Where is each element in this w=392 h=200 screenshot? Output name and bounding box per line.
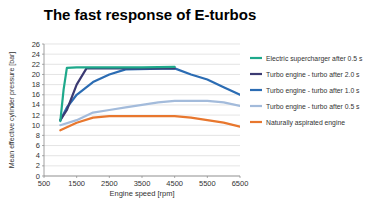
x-tick-label: 3500 — [134, 179, 151, 188]
grid-line — [44, 54, 240, 55]
legend-label: Turbo engine - turbo after 0.5 s — [266, 103, 360, 111]
y-tick-label: 20 — [32, 70, 40, 79]
legend-label: Naturally aspirated engine — [266, 119, 345, 127]
y-tick-label: 4 — [36, 151, 40, 160]
x-tick-label: 5500 — [199, 179, 216, 188]
y-tick-label: 8 — [36, 131, 40, 140]
grid-line — [44, 135, 240, 136]
legend-swatch — [250, 105, 262, 107]
legend-swatch — [250, 57, 262, 59]
title: The fast response of E-turbos — [44, 6, 257, 23]
x-axis-label: Engine speed [rpm] — [109, 189, 174, 198]
grid-line — [44, 176, 240, 177]
plot-area — [60, 67, 240, 130]
grid-line — [44, 155, 240, 156]
y-tick-label: 6 — [36, 141, 40, 150]
series-line — [60, 101, 240, 125]
grid-line — [44, 145, 240, 146]
grid-line — [44, 84, 240, 85]
x-axis — [44, 176, 240, 177]
y-tick-label: 12 — [32, 111, 40, 120]
y-axis-label: Mean effective cylinder pressure [bar] — [8, 52, 16, 169]
grid-line — [44, 64, 240, 65]
x-tick-label: 4500 — [166, 179, 183, 188]
legend-label: Electric supercharger after 0.5 s — [266, 55, 363, 63]
grid-line — [44, 74, 240, 75]
y-axis — [44, 44, 45, 176]
y-tick-label: 24 — [32, 50, 40, 59]
series-line — [60, 68, 240, 120]
y-tick-label: 2 — [36, 161, 40, 170]
series-line — [60, 68, 174, 120]
x-tick-label: 1500 — [68, 179, 85, 188]
y-tick-label: 14 — [32, 100, 40, 109]
y-tick-label: 16 — [32, 90, 40, 99]
legend-swatch — [250, 121, 262, 123]
x-tick-label: 2500 — [101, 179, 118, 188]
legend-label: Turbo engine - turbo after 2.0 s — [266, 71, 360, 79]
y-tick-label: 22 — [32, 60, 40, 69]
x-tick-label: 6500 — [232, 179, 249, 188]
legend-swatch — [250, 89, 262, 91]
legend-label: Turbo engine - turbo after 1.0 s — [266, 87, 360, 95]
y-tick-label: 10 — [32, 121, 40, 130]
grid-line — [44, 44, 240, 45]
y-tick-label: 26 — [32, 40, 40, 49]
grid-line — [44, 165, 240, 166]
series-line — [60, 67, 174, 121]
x-tick-label: 500 — [38, 179, 51, 188]
chart: The fast response of E-turbos02468101214… — [0, 0, 392, 200]
series-line — [60, 116, 240, 130]
legend-swatch — [250, 73, 262, 75]
y-tick-label: 18 — [32, 80, 40, 89]
